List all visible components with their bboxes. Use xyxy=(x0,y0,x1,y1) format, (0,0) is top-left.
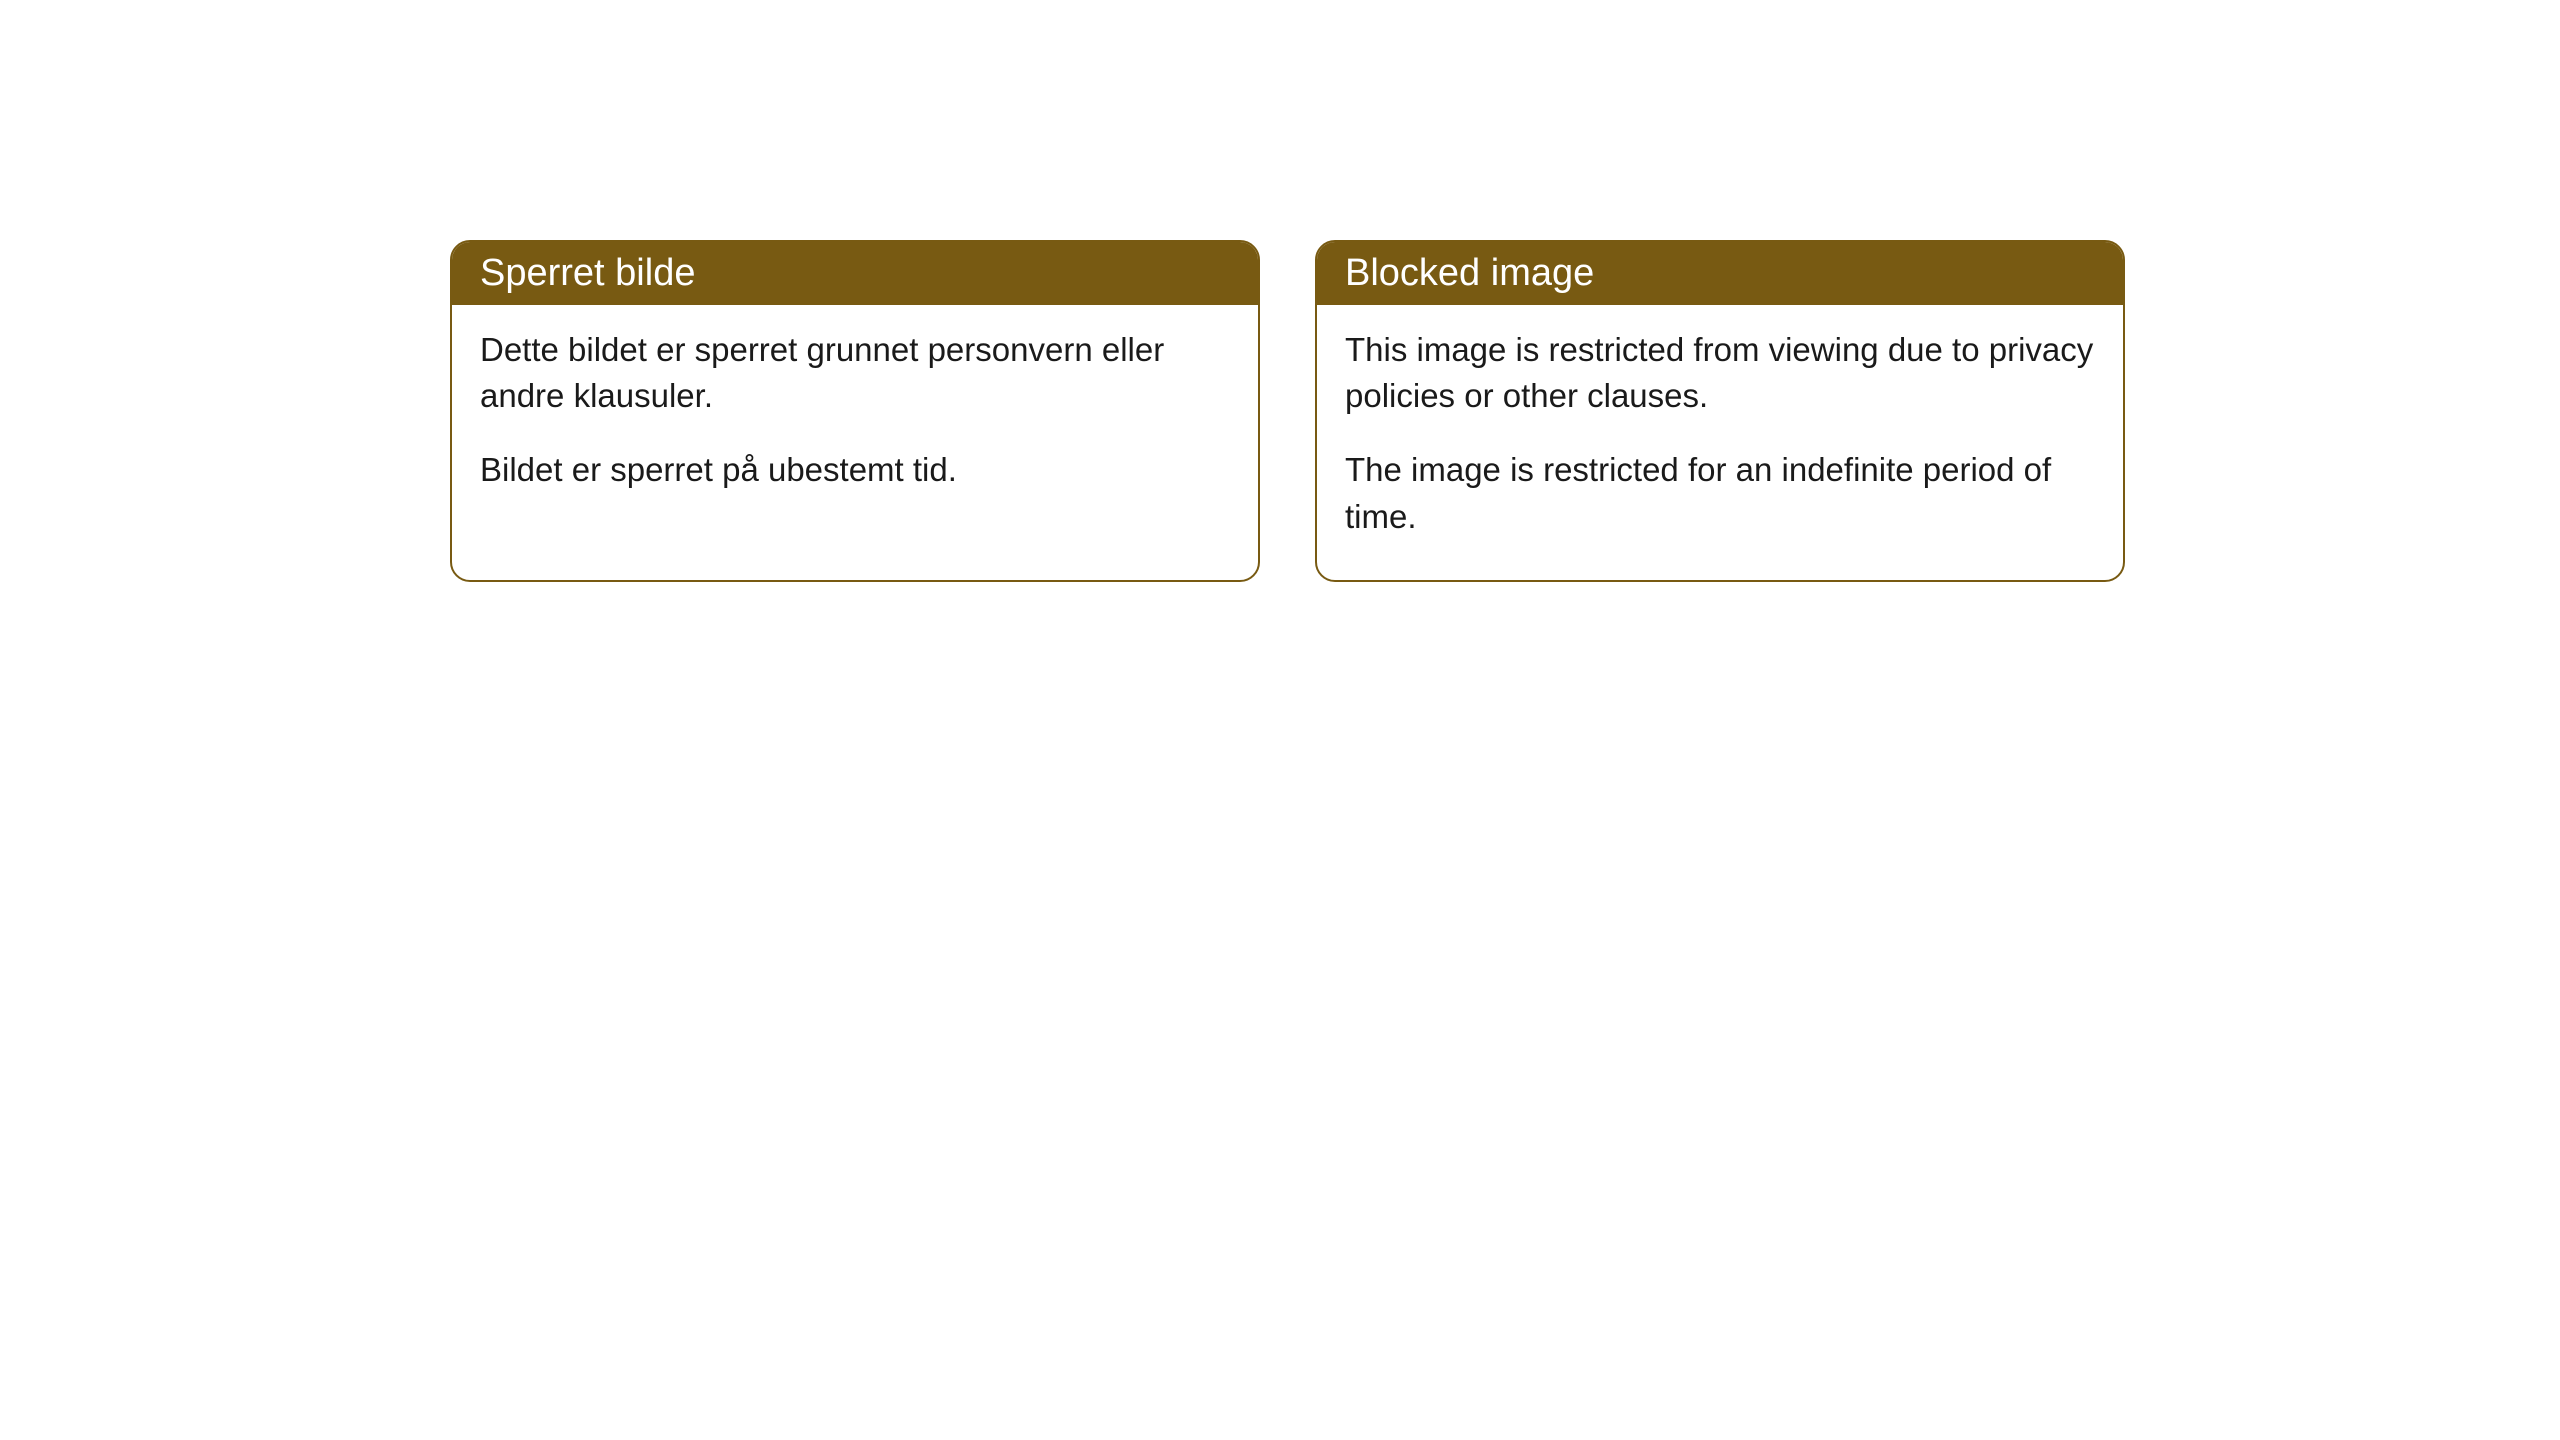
card-body-norwegian: Dette bildet er sperret grunnet personve… xyxy=(452,305,1258,534)
blocked-image-card-english: Blocked image This image is restricted f… xyxy=(1315,240,2125,582)
notice-cards-container: Sperret bilde Dette bildet er sperret gr… xyxy=(0,0,2560,582)
card-title: Sperret bilde xyxy=(480,252,695,294)
notice-text-p1: Dette bildet er sperret grunnet personve… xyxy=(480,327,1230,419)
card-title: Blocked image xyxy=(1345,252,1594,294)
notice-text-p2: Bildet er sperret på ubestemt tid. xyxy=(480,447,1230,493)
notice-text-p1: This image is restricted from viewing du… xyxy=(1345,327,2095,419)
card-body-english: This image is restricted from viewing du… xyxy=(1317,305,2123,580)
card-header-english: Blocked image xyxy=(1317,242,2123,305)
blocked-image-card-norwegian: Sperret bilde Dette bildet er sperret gr… xyxy=(450,240,1260,582)
notice-text-p2: The image is restricted for an indefinit… xyxy=(1345,447,2095,539)
card-header-norwegian: Sperret bilde xyxy=(452,242,1258,305)
